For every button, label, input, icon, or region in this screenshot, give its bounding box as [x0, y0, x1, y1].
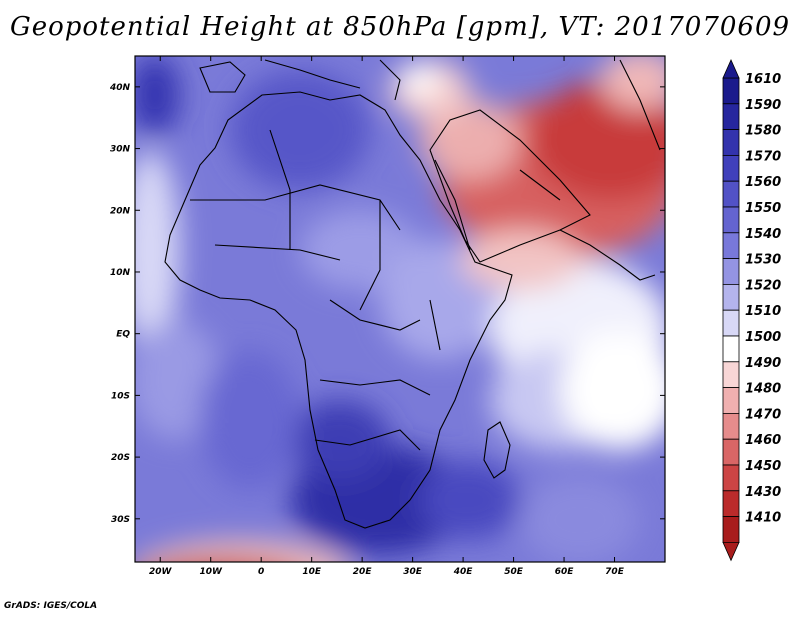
colorbar-label: 1430 [745, 485, 781, 500]
latitude-labels: 40N 30N 20N 10N EQ 10S 20S 30S [109, 83, 131, 525]
lat-tick-label: 30S [111, 515, 130, 525]
colorbar-swatch [722, 516, 740, 543]
colorbar-swatch [722, 103, 740, 131]
height-field [135, 56, 665, 562]
colorbar: 1610 1590 1580 1570 1560 1550 1540 1530 1520 1510… [722, 59, 781, 562]
colorbar-label: 1590 [745, 98, 781, 113]
colorbar-swatch [722, 335, 740, 363]
map-title: Geopotential Height at 850hPa [gpm], VT:… [9, 12, 791, 42]
lat-tick-label: 40N [109, 83, 131, 93]
colorbar-label: 1490 [745, 356, 781, 371]
lon-tick-label: 50E [504, 567, 524, 577]
colorbar-label: 1540 [745, 227, 781, 242]
lon-tick-label: 0 [258, 567, 264, 577]
lon-tick-label: 60E [555, 567, 575, 577]
colorbar-swatch [722, 309, 740, 337]
colorbar-swatch [722, 154, 740, 182]
colorbar-swatch [722, 412, 740, 440]
colorbar-swatch [722, 180, 740, 208]
colorbar-label: 1500 [745, 330, 781, 345]
colorbar-swatch [722, 464, 740, 492]
colorbar-label: 1520 [745, 278, 781, 293]
lon-tick-label: 10W [199, 567, 223, 577]
lat-tick-label: 10S [111, 391, 130, 401]
lat-tick-label: 30N [110, 145, 131, 155]
colorbar-label: 1580 [745, 124, 781, 139]
lon-tick-label: 20W [149, 567, 173, 577]
colorbar-label: 1530 [745, 253, 781, 268]
colorbar-label: 1610 [745, 72, 781, 87]
lat-tick-label: 20S [111, 453, 130, 463]
colorbar-label: 1470 [745, 407, 781, 422]
credit-label: GrADS: IGES/COLA [4, 601, 98, 611]
lon-tick-label: 70E [605, 567, 625, 577]
colorbar-swatch [722, 283, 740, 311]
colorbar-label: 1550 [745, 201, 781, 216]
lon-tick-label: 20E [353, 567, 373, 577]
colorbar-swatch [722, 129, 740, 156]
coastline-overlay [164, 59, 661, 529]
colorbar-label: 1560 [745, 175, 781, 190]
colorbar-label: 1480 [745, 382, 781, 397]
colorbar-label: 1410 [745, 511, 781, 526]
colorbar-max-arrow [722, 59, 740, 79]
lat-tick-label: EQ [116, 330, 130, 340]
colorbar-min-arrow [722, 542, 740, 562]
lon-tick-label: 30E [403, 567, 423, 577]
colorbar-swatch [722, 77, 740, 105]
colorbar-swatch [722, 438, 740, 466]
colorbar-label: 1570 [745, 149, 781, 164]
colorbar-label: 1450 [745, 459, 781, 474]
lon-tick-label: 40E [453, 567, 474, 577]
colorbar-swatch [722, 490, 740, 517]
colorbar-swatch [722, 206, 740, 234]
colorbar-label: 1510 [745, 304, 781, 319]
lat-tick-label: 20N [110, 206, 131, 216]
plot-frame [134, 55, 666, 563]
lon-tick-label: 10E [302, 567, 322, 577]
colorbar-swatch [722, 387, 740, 414]
colorbar-label: 1460 [745, 433, 781, 448]
colorbar-swatch [722, 232, 740, 260]
lat-tick-label: 10N [110, 268, 131, 278]
axis-ticks [135, 56, 665, 562]
colorbar-swatch [722, 361, 740, 388]
colorbar-swatch [722, 258, 740, 285]
longitude-labels: 20W 10W 0 10E 20E 30E 40E 50E 60E 70E [149, 567, 625, 577]
